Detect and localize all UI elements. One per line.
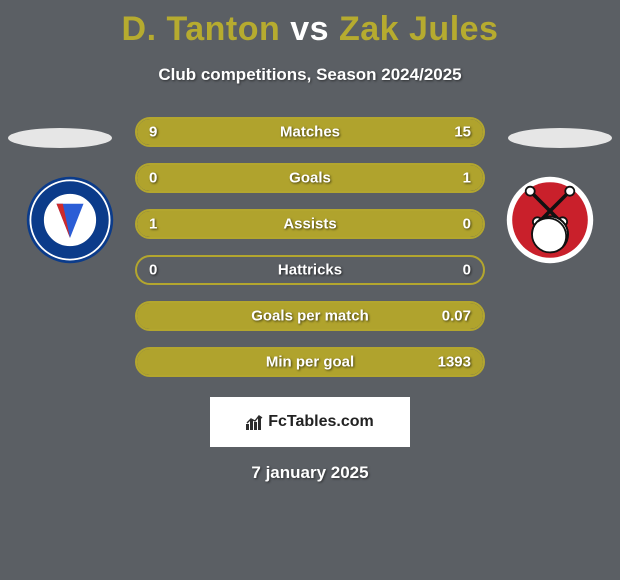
stat-label: Hattricks [278, 262, 342, 279]
stat-fill-left [137, 211, 428, 237]
stat-value-left: 0 [149, 170, 157, 187]
stat-value-right: 1 [463, 170, 471, 187]
stat-label: Min per goal [266, 354, 354, 371]
player2-club-crest [505, 175, 595, 265]
stat-row: Goals per match 0.07 [135, 301, 485, 331]
footer-brand-text: FcTables.com [268, 413, 374, 431]
player1-silhouette-shadow [8, 128, 112, 148]
stat-value-right: 15 [454, 124, 471, 141]
player2-name: Zak Jules [339, 10, 498, 48]
stat-row: 9 Matches 15 [135, 117, 485, 147]
stat-label: Matches [280, 124, 340, 141]
stat-value-right: 1393 [438, 354, 471, 371]
comparison-title: D. Tanton vs Zak Jules [0, 0, 620, 49]
stat-value-left: 1 [149, 216, 157, 233]
stat-row: 0 Goals 1 [135, 163, 485, 193]
subtitle: Club competitions, Season 2024/2025 [0, 65, 620, 85]
stat-fill-left [137, 165, 192, 191]
stat-label: Goals per match [251, 308, 369, 325]
stat-row: Min per goal 1393 [135, 347, 485, 377]
player1-club-crest [25, 175, 115, 265]
vs-text: vs [290, 10, 329, 48]
stat-value-right: 0 [463, 262, 471, 279]
comparison-date: 7 january 2025 [0, 463, 620, 483]
stats-list: 9 Matches 15 0 Goals 1 1 Assists 0 0 Hattricks 0 Goa… [135, 117, 485, 377]
player1-name: D. Tanton [122, 10, 281, 48]
player2-silhouette-shadow [508, 128, 612, 148]
stat-value-right: 0.07 [442, 308, 471, 325]
stat-fill-right [428, 211, 483, 237]
stat-value-right: 0 [463, 216, 471, 233]
stat-value-left: 0 [149, 262, 157, 279]
stat-label: Assists [283, 216, 336, 233]
stat-row: 0 Hattricks 0 [135, 255, 485, 285]
stat-fill-right [192, 165, 483, 191]
stat-label: Goals [289, 170, 331, 187]
stat-value-left: 9 [149, 124, 157, 141]
stat-row: 1 Assists 0 [135, 209, 485, 239]
fctables-logo-icon [246, 414, 264, 430]
footer-brand-badge: FcTables.com [210, 397, 410, 447]
